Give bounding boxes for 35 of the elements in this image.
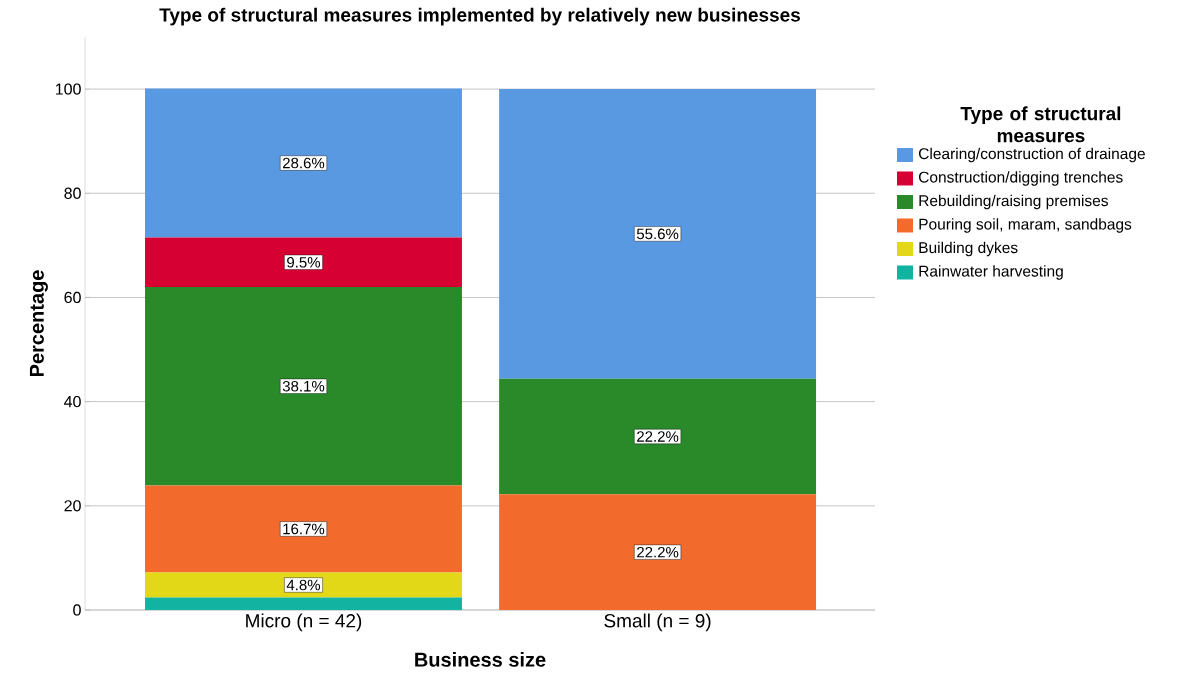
chart-title: Type of structural measures implemented by relatively new businesses — [159, 7, 801, 26]
data-label: 4.8% — [286, 579, 321, 591]
x-tick-label: Micro (n = 42) — [246, 613, 362, 632]
bar — [499, 89, 817, 379]
legend-label: Pouring soil, maram, sandbags — [919, 218, 1132, 233]
y-tick-label: 100 — [56, 83, 81, 95]
legend-label: Rebuilding/raising premises — [919, 194, 1108, 210]
bar — [145, 485, 462, 573]
bar — [145, 287, 462, 486]
data-label: 9.5% — [287, 256, 321, 268]
legend-label: Construction/digging trenches — [918, 171, 1123, 186]
data-label: 16.7% — [283, 523, 325, 535]
data-label: 22.2% — [637, 546, 679, 558]
legend-label: Clearing/construction of drainage — [918, 147, 1145, 163]
bar — [499, 494, 817, 610]
data-label: 28.6% — [282, 157, 325, 169]
bar — [145, 572, 462, 598]
legend-title: Type of structural measures — [960, 106, 1121, 143]
y-tick-label: 20 — [64, 500, 81, 512]
data-label: 55.6% — [636, 228, 679, 240]
bar — [145, 237, 462, 288]
y-tick-label: 60 — [64, 291, 81, 304]
y-axis-title: Percentage — [29, 270, 48, 377]
legend-label: Rainwater harvesting — [919, 265, 1063, 280]
y-tick-label: 0 — [73, 604, 81, 616]
legend-label: Building dykes — [919, 241, 1018, 257]
x-axis-title: Business size — [415, 652, 546, 667]
y-tick-label: 80 — [64, 187, 81, 199]
x-tick-label: Small (n = 9) — [604, 613, 711, 632]
bar — [145, 597, 462, 610]
y-tick-label: 40 — [64, 395, 81, 408]
bar — [145, 88, 462, 238]
bar — [499, 378, 817, 495]
data-label: 38.1% — [282, 380, 325, 392]
data-label: 22.2% — [637, 431, 679, 442]
